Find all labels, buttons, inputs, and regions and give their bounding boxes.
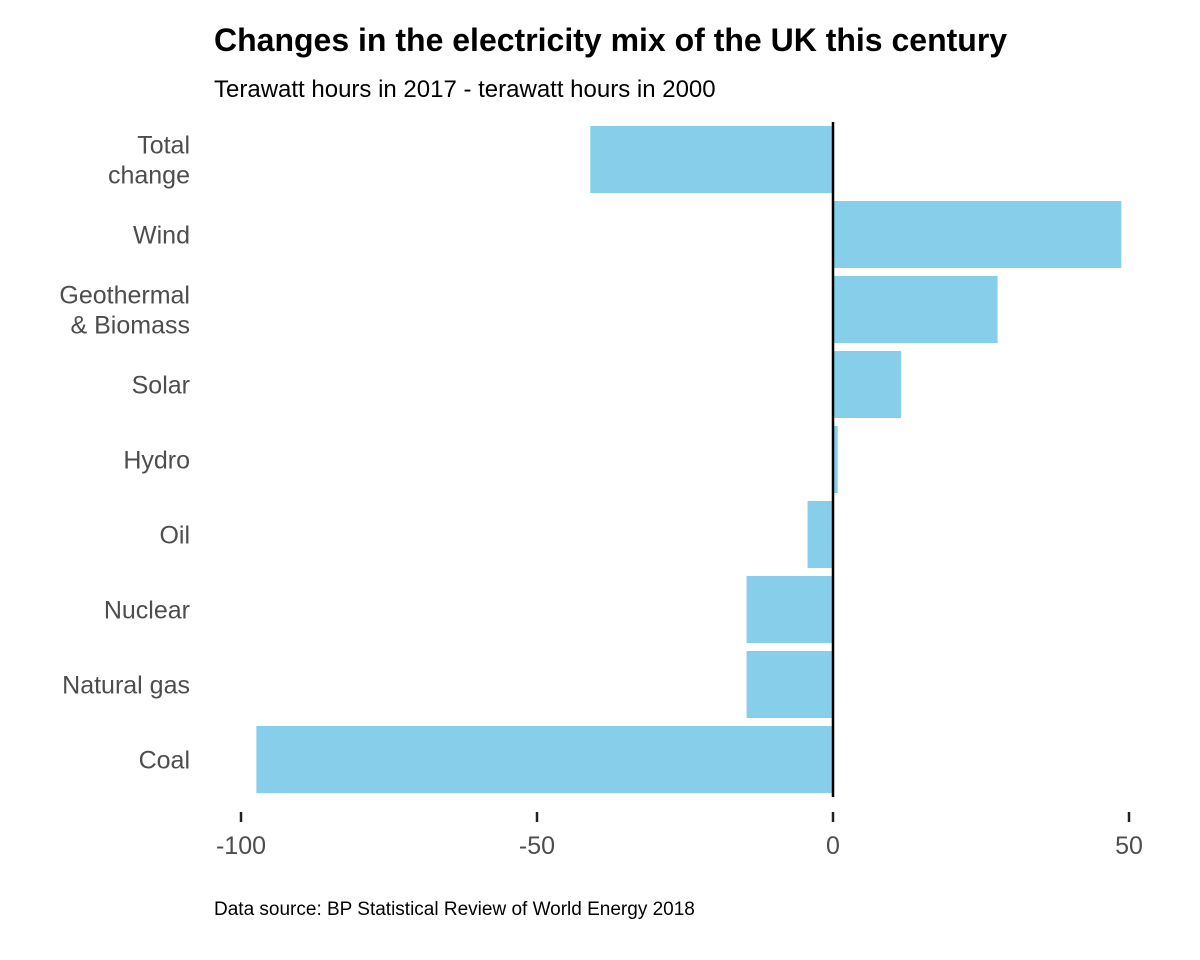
- bar: [746, 576, 833, 643]
- bar: [833, 351, 902, 418]
- category-label: Hydro: [123, 447, 190, 475]
- bar: [807, 501, 833, 568]
- category-label: Geothermal & Biomass: [59, 282, 190, 340]
- bar: [833, 201, 1122, 268]
- chart-title: Changes in the electricity mix of the UK…: [214, 22, 1008, 58]
- chart-subtitle: Terawatt hours in 2017 - terawatt hours …: [214, 76, 716, 103]
- category-label: Oil: [159, 522, 190, 550]
- x-tick-label: 0: [826, 832, 840, 860]
- data-source-note: Data source: BP Statistical Review of Wo…: [214, 899, 695, 920]
- x-tick-label: 50: [1115, 832, 1143, 860]
- category-label: Natural gas: [62, 672, 190, 700]
- bar: [256, 726, 834, 793]
- bar: [746, 651, 833, 718]
- bar: [833, 426, 838, 493]
- category-label: Total change: [108, 132, 190, 190]
- bar: [833, 276, 998, 343]
- category-label: Wind: [133, 222, 190, 250]
- category-label: Solar: [132, 372, 190, 400]
- category-label: Coal: [139, 747, 190, 775]
- bar: [590, 126, 833, 193]
- x-tick-label: -100: [216, 832, 266, 860]
- x-tick-label: -50: [519, 832, 555, 860]
- category-label: Nuclear: [104, 597, 190, 625]
